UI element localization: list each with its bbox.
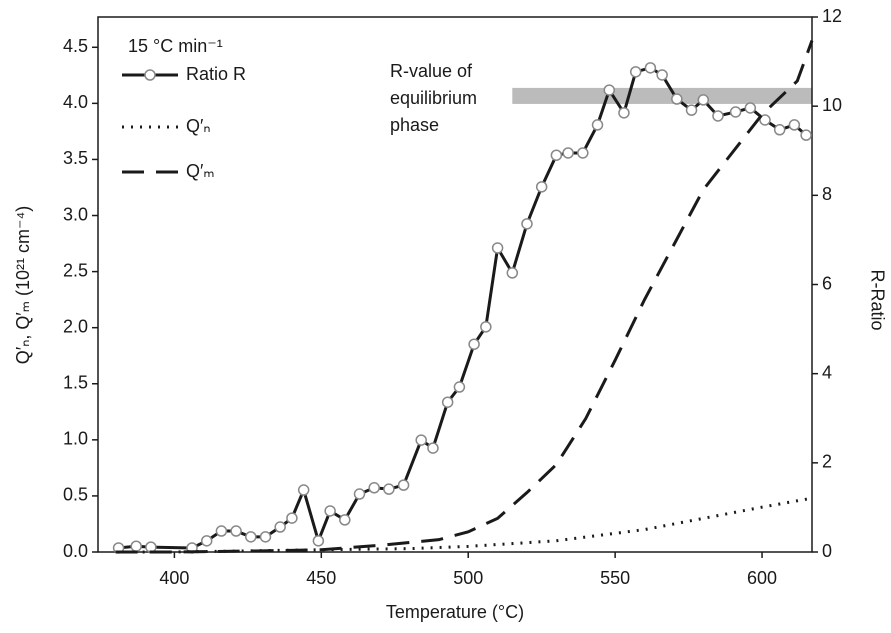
data-point bbox=[441, 396, 454, 408]
x-axis-label: Temperature (°C) bbox=[386, 602, 524, 622]
data-point bbox=[415, 434, 427, 446]
data-point bbox=[274, 521, 286, 533]
y-tick-label: 4.0 bbox=[63, 92, 88, 112]
data-point bbox=[491, 242, 504, 254]
x-tick-label: 400 bbox=[159, 568, 189, 588]
data-point bbox=[550, 149, 563, 161]
legend-title: 15 °C min⁻¹ bbox=[128, 36, 223, 56]
data-point bbox=[245, 531, 257, 543]
data-point bbox=[577, 147, 589, 159]
legend-label: Ratio R bbox=[186, 64, 246, 84]
data-point bbox=[535, 181, 548, 193]
data-point bbox=[215, 525, 228, 537]
data-point bbox=[468, 338, 480, 350]
y-tick-label: 3.0 bbox=[63, 204, 88, 224]
annotation-text: phase bbox=[390, 115, 439, 135]
legend-label: Q′ₘ bbox=[186, 161, 215, 181]
data-point bbox=[480, 321, 492, 333]
data-point bbox=[383, 483, 395, 495]
data-point bbox=[324, 505, 336, 517]
data-point bbox=[339, 514, 351, 526]
y2-tick-label: 12 bbox=[822, 6, 842, 26]
data-point bbox=[562, 147, 574, 159]
data-point bbox=[130, 540, 142, 552]
data-point bbox=[312, 535, 325, 547]
equilibrium-band bbox=[512, 87, 812, 104]
data-point bbox=[521, 218, 533, 230]
series-line bbox=[118, 66, 808, 550]
data-point bbox=[800, 129, 812, 141]
data-point bbox=[773, 124, 786, 136]
data-point bbox=[230, 525, 242, 537]
data-point bbox=[286, 512, 298, 524]
y2-tick-label: 6 bbox=[822, 273, 832, 293]
data-point bbox=[453, 381, 466, 393]
data-point bbox=[297, 484, 310, 496]
data-point bbox=[759, 114, 771, 126]
annotation-text: R-value of bbox=[390, 61, 473, 81]
data-point bbox=[788, 119, 801, 131]
x-tick-label: 450 bbox=[306, 568, 336, 588]
y2-tick-label: 0 bbox=[822, 541, 832, 561]
y2-tick-label: 10 bbox=[822, 95, 842, 115]
data-point bbox=[427, 442, 439, 454]
data-point bbox=[656, 69, 668, 81]
data-point bbox=[685, 104, 698, 116]
data-point bbox=[506, 267, 519, 279]
annotation-text: equilibrium bbox=[390, 88, 477, 108]
data-point bbox=[353, 488, 366, 500]
y-tick-label: 0.5 bbox=[63, 485, 88, 505]
series-line bbox=[115, 40, 814, 554]
y-tick-label: 1.5 bbox=[63, 373, 88, 393]
y2-tick-label: 8 bbox=[822, 184, 832, 204]
y-tick-label: 1.0 bbox=[63, 429, 88, 449]
data-point bbox=[618, 107, 630, 119]
data-point bbox=[397, 479, 410, 491]
data-point bbox=[603, 84, 616, 96]
data-point bbox=[259, 531, 272, 543]
y2-tick-label: 2 bbox=[822, 452, 832, 472]
data-point bbox=[729, 106, 742, 118]
y-tick-label: 4.5 bbox=[63, 36, 88, 56]
y2-axis-label: R-Ratio bbox=[867, 269, 887, 330]
data-point bbox=[671, 93, 683, 105]
data-point bbox=[744, 102, 757, 114]
legend-label: Q′ₙ bbox=[186, 116, 211, 136]
series-line bbox=[115, 496, 813, 554]
data-point bbox=[200, 535, 213, 547]
data-point bbox=[644, 62, 657, 74]
x-tick-label: 500 bbox=[453, 568, 483, 588]
x-tick-label: 550 bbox=[600, 568, 630, 588]
x-tick-label: 600 bbox=[747, 568, 777, 588]
data-point bbox=[591, 119, 604, 131]
y-axis-label: Q′ₙ, Q′ₘ (10²¹ cm⁻⁴) bbox=[13, 206, 33, 364]
y-tick-label: 2.5 bbox=[63, 260, 88, 280]
data-point bbox=[697, 94, 710, 106]
y-tick-label: 3.5 bbox=[63, 148, 88, 168]
data-point bbox=[712, 110, 724, 122]
y2-tick-label: 4 bbox=[822, 362, 832, 382]
data-point bbox=[629, 66, 642, 78]
y-tick-label: 0.0 bbox=[63, 541, 88, 561]
data-point bbox=[368, 482, 380, 494]
y-tick-label: 2.0 bbox=[63, 316, 88, 336]
legend-marker bbox=[144, 69, 156, 81]
